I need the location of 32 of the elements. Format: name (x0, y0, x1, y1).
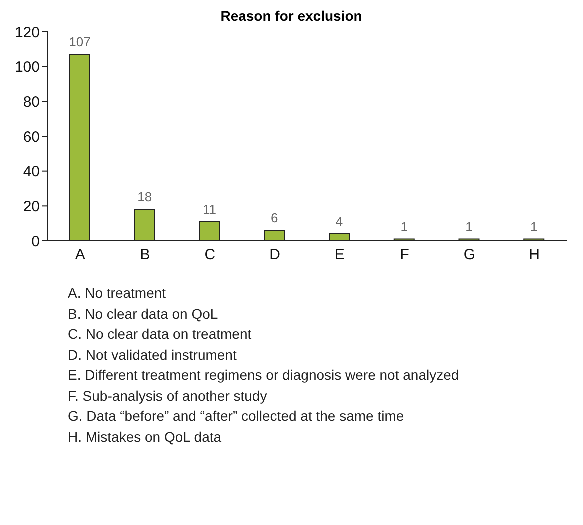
x-tick-label: C (204, 246, 216, 264)
y-tick-label: 80 (23, 94, 40, 111)
y-tick-label: 60 (23, 128, 40, 146)
x-tick-label: E (334, 246, 345, 264)
x-tick-label: B (140, 246, 150, 264)
text: B. No clear data on QoL (68, 304, 220, 324)
y-tick-label: 100 (14, 59, 40, 76)
y-tick-label: 20 (23, 198, 40, 216)
data-label: 1 (400, 219, 408, 234)
text: D. Not validated instrument (68, 346, 238, 364)
data-label: 4 (336, 214, 344, 230)
y-tick-label: 120 (14, 24, 40, 42)
text: G. Data “before” and “after” collected at the same time (68, 407, 406, 426)
data-label: 1 (530, 219, 538, 234)
x-tick-label: H (529, 246, 540, 264)
text: C. No clear data on treatment (68, 325, 253, 344)
text: F. Sub-analysis of another study (68, 386, 268, 406)
x-tick-label: D (270, 246, 281, 264)
text: H. Mistakes on QoL data (68, 428, 223, 447)
y-tick-label: 0 (32, 233, 40, 250)
data-label: 6 (271, 210, 278, 226)
y-tick-label: 40 (23, 164, 40, 181)
x-tick-label: G (464, 246, 476, 264)
x-tick-label: A (75, 246, 86, 264)
chart-title: Reason for exclusion (220, 8, 364, 24)
text: E. Different treatment regimens or diagnosis were not analyzed (68, 366, 460, 385)
data-label: 18 (138, 190, 152, 205)
text: A. No treatment (68, 284, 168, 303)
data-label: 11 (203, 202, 216, 217)
x-tick-label: F (400, 246, 410, 264)
data-label: 1 (466, 219, 473, 234)
data-label: 107 (69, 34, 91, 50)
